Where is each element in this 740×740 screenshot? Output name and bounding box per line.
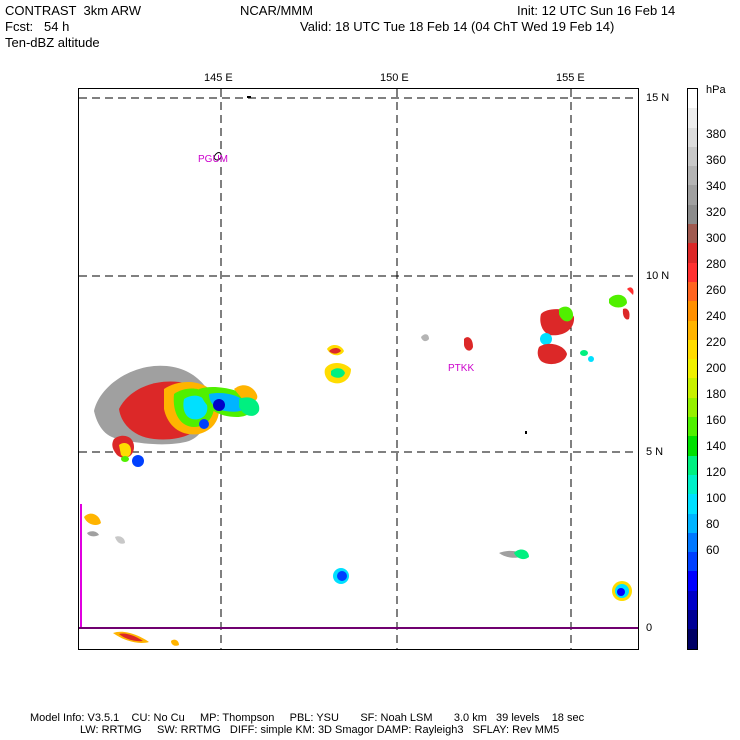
init-time: Init: 12 UTC Sun 16 Feb 14 — [517, 3, 676, 18]
lat-label-0: 0 — [646, 622, 653, 634]
forecast-hour: Fcst: 54 h — [5, 19, 70, 34]
colorbar-segment — [688, 204, 697, 225]
colorbar-segment — [688, 590, 697, 611]
colorbar-tick-label: 200 — [706, 361, 727, 375]
colorbar-segment — [688, 281, 697, 302]
colorbar-tick-label: 180 — [706, 387, 727, 401]
storm-cluster-west — [94, 365, 260, 467]
lon-label-145: 145 E — [204, 72, 233, 84]
institution-label: NCAR/MMM — [240, 3, 313, 18]
colorbar-tick-label: 80 — [706, 517, 720, 532]
colorbar — [687, 88, 698, 650]
colorbar-tick-label: 380 — [706, 127, 727, 141]
colorbar-segment — [688, 532, 697, 553]
colorbar-segment — [688, 301, 697, 321]
colorbar-segment — [688, 262, 697, 282]
colorbar-segment — [688, 571, 697, 591]
colorbar-segment — [688, 494, 697, 514]
colorbar-tick-label: 160 — [706, 413, 727, 428]
model-info-line1: Model Info: V3.5.1 CU: No Cu MP: Thompso… — [30, 712, 585, 724]
colorbar-segment — [688, 108, 697, 128]
field-name: Ten-dBZ altitude — [5, 35, 100, 50]
domain-boundary — [79, 504, 638, 629]
storm-cluster-central — [324, 345, 351, 584]
map-canvas: PGUM PTKK — [79, 89, 638, 649]
colorbar-tick-label: 340 — [706, 179, 727, 193]
colorbar-segment — [688, 513, 697, 533]
colorbar-segment — [688, 185, 697, 205]
colorbar-tick-label: 300 — [706, 231, 727, 245]
colorbar-segment — [688, 629, 697, 649]
colorbar-tick-label: 360 — [706, 153, 727, 167]
lat-label-5n: 5 N — [646, 446, 664, 458]
colorbar-tick-label: 220 — [706, 335, 727, 349]
graticule — [79, 89, 638, 649]
colorbar-tick-label: 260 — [706, 283, 727, 297]
colorbar-tick-label: 120 — [706, 465, 727, 480]
colorbar-tick-label: 140 — [706, 439, 727, 454]
colorbar-unit: hPa — [706, 84, 726, 96]
map-panel: PGUM PTKK — [78, 88, 639, 650]
model-title: CONTRAST 3km ARW — [5, 3, 142, 18]
lon-label-155: 155 E — [556, 72, 585, 84]
colorbar-segment — [688, 339, 697, 360]
colorbar-tick-label: 280 — [706, 257, 727, 271]
colorbar-segment — [688, 417, 697, 437]
guam-coastline — [213, 152, 222, 161]
small-island-marker — [247, 96, 251, 98]
colorbar-tick-label: 100 — [706, 491, 727, 506]
lon-label-150: 150 E — [380, 72, 409, 84]
lat-label-10n: 10 N — [646, 270, 670, 282]
colorbar-segment — [688, 455, 697, 475]
colorbar-segment — [688, 436, 697, 456]
colorbar-tick-label: 240 — [706, 309, 727, 323]
station-label-pgum: PGUM — [198, 154, 228, 165]
model-info-line2: LW: RRTMG SW: RRTMG DIFF: simple KM: 3D … — [80, 724, 560, 736]
colorbar-tick-label: 320 — [706, 205, 727, 219]
colorbar-tick-label: 60 — [706, 543, 720, 558]
small-island-marker-2 — [525, 431, 527, 434]
station-label-ptkk: PTKK — [448, 363, 474, 374]
storm-cluster-southwest — [84, 513, 179, 646]
storm-cluster-east — [421, 287, 634, 601]
colorbar-segment — [688, 224, 697, 244]
colorbar-segment — [688, 127, 697, 147]
colorbar-segment — [688, 359, 697, 379]
colorbar-segment — [688, 610, 697, 630]
valid-time: Valid: 18 UTC Tue 18 Feb 14 (04 ChT Wed … — [300, 19, 615, 34]
colorbar-segment — [688, 378, 697, 398]
station-markers: PGUM PTKK — [198, 96, 527, 434]
colorbar-segment — [688, 474, 697, 495]
colorbar-segment — [688, 166, 697, 186]
colorbar-segment — [688, 146, 697, 167]
lat-label-15n: 15 N — [646, 92, 670, 104]
colorbar-segment — [688, 552, 697, 572]
colorbar-segment — [688, 89, 697, 109]
colorbar-segment — [688, 397, 697, 418]
colorbar-segment — [688, 243, 697, 263]
colorbar-segment — [688, 320, 697, 340]
